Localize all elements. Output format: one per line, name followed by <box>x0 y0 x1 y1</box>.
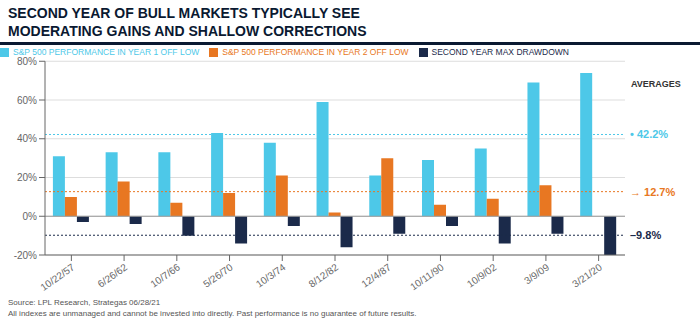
svg-text:10/22/57: 10/22/57 <box>38 261 77 293</box>
html-text:All indexes are unmanaged and: All indexes are unmanaged and cannot be … <box>8 309 417 318</box>
svg-text:10/7/66: 10/7/66 <box>148 261 182 289</box>
svg-text:8/12/82: 8/12/82 <box>307 261 341 289</box>
svg-text:40%: 40% <box>17 133 37 144</box>
svg-text:10/9/02: 10/9/02 <box>465 261 499 289</box>
html-text:SECOND YEAR OF BULL MARKETS TY: SECOND YEAR OF BULL MARKETS TYPICALLY SE… <box>8 5 360 21</box>
svg-text:0%: 0% <box>23 211 38 222</box>
svg-text:80%: 80% <box>17 56 37 67</box>
svg-text:5/26/70: 5/26/70 <box>201 261 235 289</box>
svg-text:10/11/90: 10/11/90 <box>408 261 446 292</box>
svg-text:6/26/62: 6/26/62 <box>96 261 130 289</box>
svg-text:3/21/20: 3/21/20 <box>570 261 604 289</box>
svg-text:• 42.2%: • 42.2% <box>630 128 668 140</box>
svg-text:-20%: -20% <box>14 250 37 261</box>
html-text:SECOND YEAR MAX DRAWDOWN: SECOND YEAR MAX DRAWDOWN <box>431 47 569 57</box>
svg-text:60%: 60% <box>17 95 37 106</box>
svg-text:→ 12.7%: → 12.7% <box>630 186 675 198</box>
html-text:S&P 500 PERFORMANCE IN YEAR 2: S&P 500 PERFORMANCE IN YEAR 2 OFF LOW <box>222 47 409 57</box>
html-text:S&P 500 PERFORMANCE IN YEAR 1: S&P 500 PERFORMANCE IN YEAR 1 OFF LOW <box>13 47 200 57</box>
svg-text:20%: 20% <box>17 172 37 183</box>
svg-text:3/9/09: 3/9/09 <box>522 261 551 286</box>
html-text:Source: LPL Research, Stratega: Source: LPL Research, Strategas 06/28/21 <box>8 298 161 307</box>
svg-text:–9.8%: –9.8% <box>630 229 661 241</box>
html-text:AVERAGES: AVERAGES <box>631 79 681 89</box>
html-text:MODERATING GAINS AND SHALLOW C: MODERATING GAINS AND SHALLOW CORRECTIONS <box>8 23 367 39</box>
svg-text:12/4/87: 12/4/87 <box>359 261 393 289</box>
svg-text:10/3/74: 10/3/74 <box>254 261 288 289</box>
